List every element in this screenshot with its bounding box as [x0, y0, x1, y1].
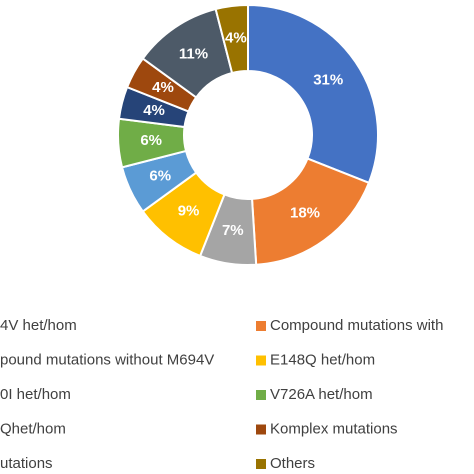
donut-segment — [214, 3, 249, 75]
value-label: 6% — [149, 167, 171, 184]
value-label: 7% — [222, 222, 244, 239]
value-label: 9% — [178, 203, 200, 220]
legend-label: Compound mutations with — [270, 317, 443, 334]
legend-label: 4V het/hom — [0, 317, 77, 334]
legend-label: utations — [0, 455, 53, 472]
legend-swatch — [256, 355, 266, 366]
legend-label: V726A het/hom — [270, 386, 373, 403]
legend-swatch — [256, 424, 266, 435]
value-label: 11% — [179, 46, 208, 63]
legend-label: E148Q het/hom — [270, 351, 375, 368]
donut-segment — [250, 157, 371, 266]
value-label: 4% — [152, 79, 174, 96]
legend-label: pound mutations without M694V — [0, 351, 214, 368]
donut-segment — [247, 3, 379, 185]
legend-label: Komplex mutations — [270, 420, 398, 437]
value-label: 4% — [225, 30, 247, 47]
legend-swatch — [256, 390, 266, 400]
legend-label: Others — [270, 455, 315, 472]
value-label: 18% — [290, 204, 320, 221]
legend-label: 0I het/hom — [0, 386, 71, 403]
legend-label: Qhet/hom — [0, 420, 66, 437]
value-label: 4% — [143, 102, 165, 119]
legend-swatch — [256, 321, 266, 331]
value-label: 31% — [313, 71, 343, 88]
value-label: 6% — [140, 132, 162, 149]
legend-swatch — [256, 459, 266, 469]
